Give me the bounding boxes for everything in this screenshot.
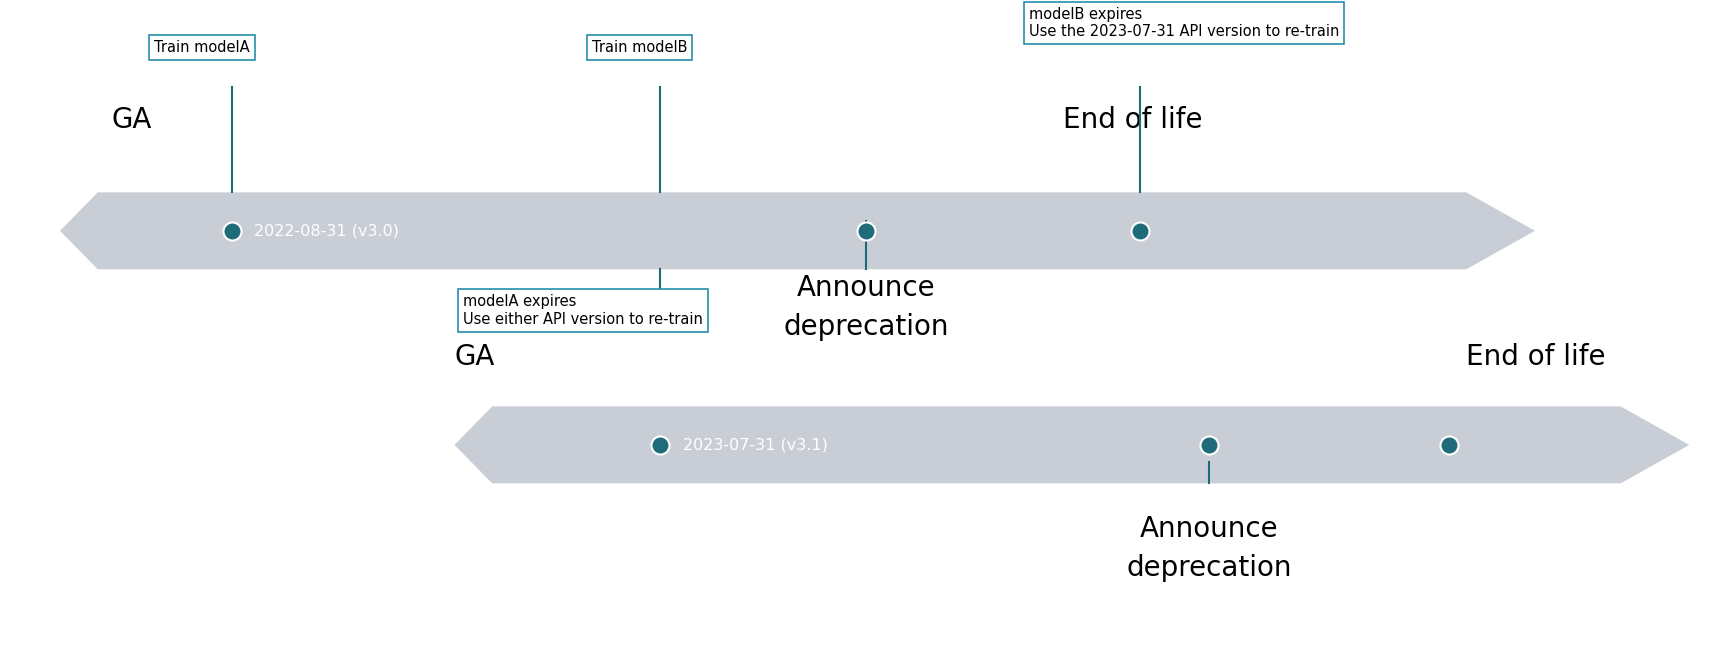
Text: End of life: End of life [1465,343,1604,371]
Polygon shape [454,406,1688,483]
Text: 2022-08-31 (v3.0): 2022-08-31 (v3.0) [254,223,399,238]
Text: modelB expires
Use the 2023-07-31 API version to re-train: modelB expires Use the 2023-07-31 API ve… [1028,7,1339,39]
Text: GA: GA [111,106,153,134]
Text: Announce
deprecation: Announce deprecation [783,274,948,341]
Text: Train modelB: Train modelB [591,40,687,55]
Polygon shape [60,193,1534,269]
Text: 2023-07-31 (v3.1): 2023-07-31 (v3.1) [682,438,826,452]
Text: Train modelA: Train modelA [154,40,250,55]
Text: Announce
deprecation: Announce deprecation [1126,515,1291,582]
Text: End of life: End of life [1063,106,1202,134]
Text: GA: GA [454,343,495,371]
Text: modelA expires
Use either API version to re-train: modelA expires Use either API version to… [463,294,703,326]
